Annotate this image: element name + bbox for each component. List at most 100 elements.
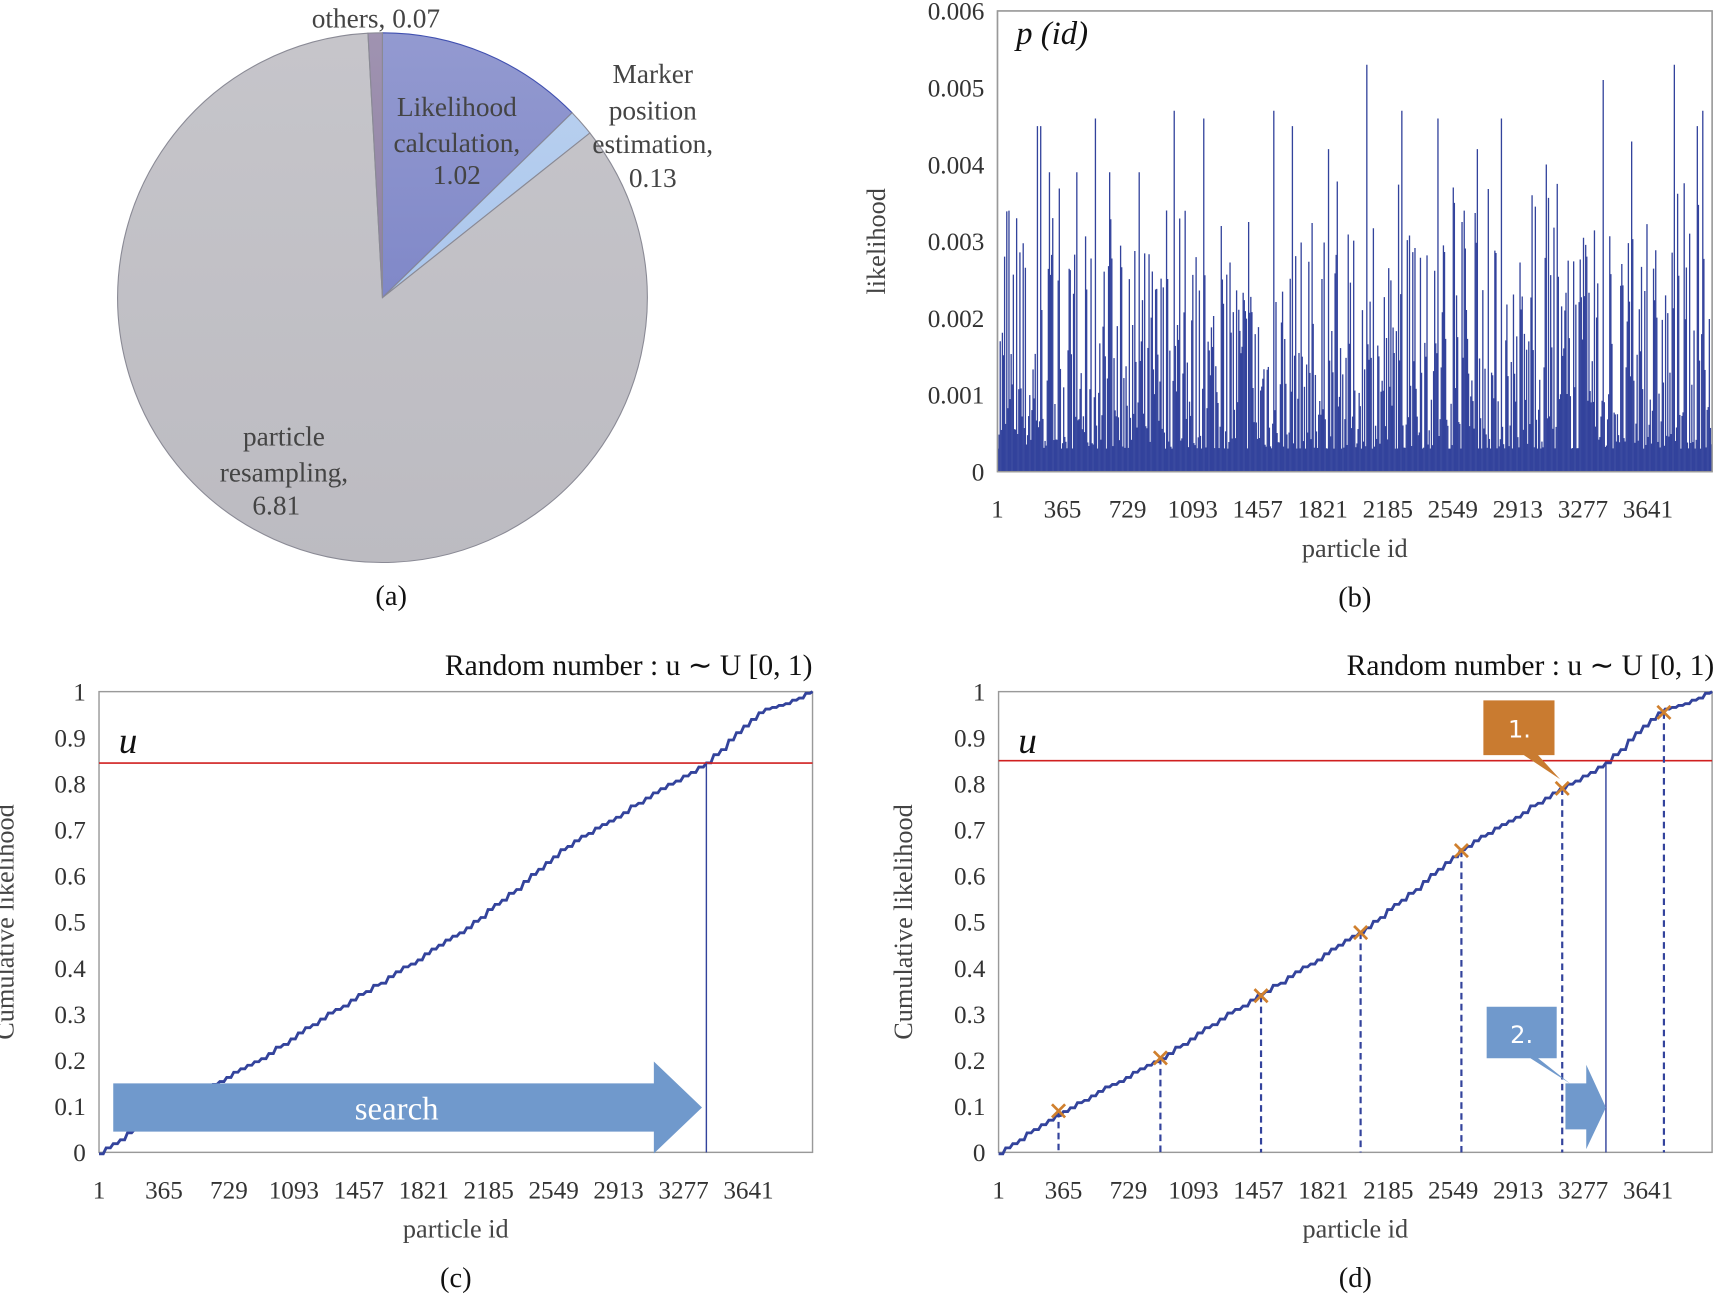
x-tick-label: 1457	[1233, 1177, 1283, 1204]
x-tick-label: 1	[93, 1177, 106, 1204]
pie-label: resampling,	[220, 458, 348, 488]
x-tick-label: 3641	[1623, 497, 1673, 524]
pie-label: position	[609, 95, 697, 125]
search-arrow	[113, 1061, 703, 1154]
chart-title: Random number : u ∼ U [0, 1)	[445, 650, 813, 682]
caption: (d)	[1339, 1263, 1372, 1294]
plot-border	[996, 10, 1713, 473]
u-label: u	[119, 721, 138, 762]
pie-label: 6.81	[252, 490, 300, 520]
x-tick-label: 3641	[1623, 1177, 1673, 1204]
y-tick-label: 0.003	[928, 229, 985, 256]
x-tick-label: 729	[1110, 1177, 1148, 1204]
pie-label: calculation,	[393, 128, 520, 158]
panel-b-likelihood-bar-chart: 1 365 729 1093 1457 1821 2185 2549 2913 3277 3641 0…	[862, 0, 1713, 613]
pie-label: Likelihood	[397, 92, 517, 122]
resample-marker-x	[1554, 780, 1570, 796]
x-tick-label: 3277	[1558, 1177, 1608, 1204]
y-tick-label: 0.005	[928, 75, 985, 102]
pie-label: particle	[243, 421, 325, 451]
x-tick-label: 2549	[528, 1177, 578, 1204]
pie-slice	[367, 32, 384, 298]
resample-marker-x	[1253, 988, 1269, 1004]
resample-marker-x	[1353, 925, 1369, 941]
y-tick-label: 0.006	[928, 0, 985, 26]
pie-label: 1.02	[433, 160, 481, 190]
y-tick-label: 0.002	[928, 306, 985, 333]
y-tick-label: 1	[973, 679, 986, 706]
x-tick-label: 1821	[1298, 497, 1348, 524]
y-tick-label: 0.004	[928, 152, 985, 179]
pie-slice	[117, 32, 648, 564]
x-tick-label: 2913	[1493, 497, 1543, 524]
y-tick-label: 0.2	[54, 1048, 85, 1075]
x-tick-label: 2549	[1428, 1177, 1478, 1204]
x-axis-label: particle id	[1302, 534, 1408, 563]
u-label: u	[1018, 721, 1037, 762]
y-tick-label: 0.4	[54, 956, 86, 983]
pie-label: Marker	[613, 59, 693, 89]
panel-d-cumulative-chart: 1 365 729 1093 1457 1821 2185 2549 2913 3277 3641 0…	[889, 650, 1714, 1294]
x-tick-label: 1093	[1167, 497, 1217, 524]
search-arrow-label: search	[355, 1092, 439, 1128]
resample-marker-x	[1152, 1050, 1168, 1066]
x-tick-label: 3277	[1558, 497, 1608, 524]
p-id-annotation: p (id)	[1014, 16, 1088, 52]
y-tick-label: 0.7	[54, 818, 85, 845]
x-tick-label: 2185	[464, 1177, 514, 1204]
x-axis-label: particle id	[1302, 1215, 1408, 1244]
x-tick-label: 1457	[1233, 497, 1283, 524]
y-tick-label: 0.1	[54, 1094, 85, 1121]
chart-title: Random number : u ∼ U [0, 1)	[1347, 650, 1715, 682]
y-axis-label: Cumulative likelihood	[889, 804, 918, 1040]
y-tick-label: 0.7	[954, 818, 985, 845]
y-axis-label: Cumulative likelihood	[0, 804, 20, 1040]
y-tick-label: 0.5	[54, 910, 85, 937]
x-tick-label: 729	[1109, 497, 1147, 524]
resample-marker-x	[1453, 843, 1469, 859]
y-tick-label: 0.3	[54, 1002, 85, 1029]
x-tick-label: 1821	[1298, 1177, 1348, 1204]
callout-1-label: 1.	[1508, 716, 1531, 744]
y-tick-label: 0.4	[954, 956, 986, 983]
panel-c-cumulative-chart: 1 365 729 1093 1457 1821 2185 2549 2913 3277 3641 0…	[0, 650, 814, 1294]
caption-a: (a)	[375, 581, 407, 612]
y-tick-label: 0.001	[928, 383, 985, 410]
resample-marker-x	[1656, 704, 1672, 720]
y-tick-label: 0	[973, 1140, 986, 1167]
caption: (c)	[440, 1263, 472, 1294]
x-tick-label: 2185	[1363, 1177, 1413, 1204]
resample-marker-x	[1050, 1103, 1067, 1119]
y-tick-label: 0.8	[54, 772, 85, 799]
x-tick-label: 1	[991, 497, 1004, 524]
panel-a-pie-chart: Likelihood calculation,1.02 Marker position…	[117, 3, 713, 612]
y-axis-label: likelihood	[862, 188, 891, 294]
x-tick-label: 365	[1044, 497, 1082, 524]
x-tick-label: 365	[1045, 1177, 1083, 1204]
x-tick-label: 1	[992, 1177, 1005, 1204]
y-tick-label: 0.2	[954, 1048, 985, 1075]
x-tick-label: 365	[145, 1177, 183, 1204]
x-tick-label: 1093	[1168, 1177, 1218, 1204]
x-tick-label: 3641	[723, 1177, 773, 1204]
x-tick-label: 3277	[658, 1177, 708, 1204]
x-tick-label: 2913	[593, 1177, 643, 1204]
x-tick-label: 1821	[399, 1177, 449, 1204]
x-tick-label: 2185	[1363, 497, 1413, 524]
y-tick-label: 0.6	[54, 864, 85, 891]
x-tick-label: 1457	[334, 1177, 384, 1204]
y-tick-label: 0.9	[954, 725, 985, 752]
x-tick-label: 1093	[269, 1177, 319, 1204]
y-tick-label: 0.8	[954, 772, 985, 799]
x-tick-label: 729	[210, 1177, 248, 1204]
callout-2	[1486, 1006, 1570, 1084]
y-tick-label: 0.3	[954, 1002, 985, 1029]
x-tick-label: 2549	[1428, 497, 1478, 524]
callout-2-label: 2.	[1510, 1021, 1533, 1049]
pie-label: estimation,	[592, 129, 713, 159]
step-arrow	[1565, 1064, 1606, 1150]
y-tick-label: 0.6	[954, 864, 985, 891]
y-tick-label: 0.1	[954, 1094, 985, 1121]
x-tick-label: 2913	[1493, 1177, 1543, 1204]
